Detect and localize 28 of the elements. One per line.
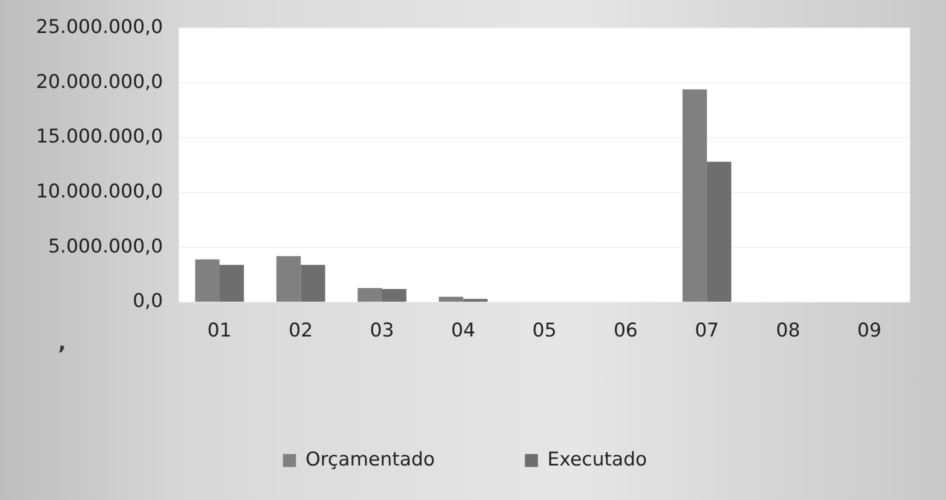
x-tick-label: 06	[614, 320, 638, 342]
x-tick-label: 07	[694, 320, 720, 342]
x-tick-label: 02	[288, 320, 313, 342]
x-tick-label: 04	[451, 320, 476, 342]
bar	[682, 89, 707, 302]
y-tick-label: 5.000.000,0	[48, 235, 163, 258]
bar	[300, 264, 326, 302]
legend-label: Orçamentado	[305, 448, 435, 470]
bar	[220, 264, 244, 302]
y-tick-label: 15.000.000,0	[36, 126, 163, 148]
text: ,	[58, 330, 66, 354]
x-tick-label: 09	[857, 320, 882, 342]
y-tick-label: 10.000.000,0	[36, 180, 163, 202]
bar	[358, 288, 382, 302]
bar	[438, 296, 464, 302]
bar	[195, 259, 220, 302]
bar	[382, 289, 406, 302]
bar	[276, 256, 301, 302]
x-tick-label: 03	[370, 320, 394, 342]
legend-label: Executado	[547, 448, 648, 470]
y-tick-label: 0,0	[132, 290, 163, 312]
y-tick-label: 20.000.000,0	[36, 70, 163, 93]
bar	[463, 298, 488, 302]
x-tick-label: 01	[207, 320, 232, 342]
x-tick-label: 08	[776, 320, 800, 342]
bar	[706, 162, 732, 302]
x-tick-label: 05	[532, 320, 557, 342]
y-tick-label: 25.000.000,0	[36, 16, 163, 38]
